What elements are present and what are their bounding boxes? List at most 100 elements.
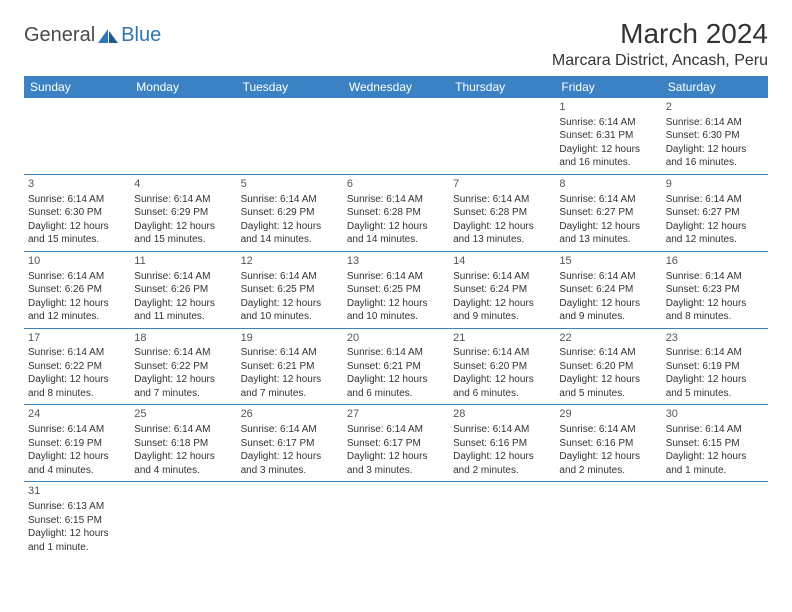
daylight-line: Daylight: 12 hours [28, 450, 126, 464]
day-number: 9 [666, 177, 764, 192]
calendar-cell-empty [449, 98, 555, 174]
calendar-cell: 12Sunrise: 6:14 AMSunset: 6:25 PMDayligh… [237, 251, 343, 328]
daylight-line: Daylight: 12 hours [347, 220, 445, 234]
calendar-row: 31Sunrise: 6:13 AMSunset: 6:15 PMDayligh… [24, 482, 768, 558]
sunrise-line: Sunrise: 6:14 AM [666, 346, 764, 360]
sunset-line: Sunset: 6:16 PM [559, 437, 657, 451]
sunset-line: Sunset: 6:16 PM [453, 437, 551, 451]
sunset-line: Sunset: 6:25 PM [347, 283, 445, 297]
daylight-line: Daylight: 12 hours [241, 220, 339, 234]
weekday-header: Sunday [24, 76, 130, 98]
day-number: 31 [28, 484, 126, 499]
calendar-cell-empty [343, 98, 449, 174]
sunrise-line: Sunrise: 6:14 AM [28, 423, 126, 437]
calendar-head: SundayMondayTuesdayWednesdayThursdayFrid… [24, 76, 768, 98]
day-number: 16 [666, 254, 764, 269]
calendar-cell-empty [130, 482, 236, 558]
calendar-cell: 17Sunrise: 6:14 AMSunset: 6:22 PMDayligh… [24, 328, 130, 405]
day-number: 4 [134, 177, 232, 192]
sunrise-line: Sunrise: 6:14 AM [347, 423, 445, 437]
day-number: 2 [666, 100, 764, 115]
day-number: 3 [28, 177, 126, 192]
daylight-line: and 6 minutes. [347, 387, 445, 401]
day-number: 24 [28, 407, 126, 422]
calendar-cell-empty [662, 482, 768, 558]
sunset-line: Sunset: 6:15 PM [666, 437, 764, 451]
daylight-line: Daylight: 12 hours [666, 373, 764, 387]
daylight-line: and 2 minutes. [453, 464, 551, 478]
calendar-cell: 27Sunrise: 6:14 AMSunset: 6:17 PMDayligh… [343, 405, 449, 482]
day-number: 10 [28, 254, 126, 269]
sunrise-line: Sunrise: 6:14 AM [241, 270, 339, 284]
day-number: 5 [241, 177, 339, 192]
sunrise-line: Sunrise: 6:14 AM [134, 270, 232, 284]
sunset-line: Sunset: 6:21 PM [347, 360, 445, 374]
sunset-line: Sunset: 6:30 PM [666, 129, 764, 143]
day-number: 15 [559, 254, 657, 269]
sunset-line: Sunset: 6:25 PM [241, 283, 339, 297]
daylight-line: and 13 minutes. [559, 233, 657, 247]
daylight-line: and 7 minutes. [134, 387, 232, 401]
calendar-cell: 7Sunrise: 6:14 AMSunset: 6:28 PMDaylight… [449, 174, 555, 251]
daylight-line: and 2 minutes. [559, 464, 657, 478]
daylight-line: Daylight: 12 hours [453, 373, 551, 387]
day-number: 8 [559, 177, 657, 192]
day-number: 13 [347, 254, 445, 269]
sunset-line: Sunset: 6:18 PM [134, 437, 232, 451]
day-number: 6 [347, 177, 445, 192]
daylight-line: Daylight: 12 hours [241, 297, 339, 311]
sunrise-line: Sunrise: 6:14 AM [134, 193, 232, 207]
sunset-line: Sunset: 6:17 PM [241, 437, 339, 451]
calendar-cell: 24Sunrise: 6:14 AMSunset: 6:19 PMDayligh… [24, 405, 130, 482]
calendar-cell: 15Sunrise: 6:14 AMSunset: 6:24 PMDayligh… [555, 251, 661, 328]
day-number: 18 [134, 331, 232, 346]
day-number: 1 [559, 100, 657, 115]
calendar-cell: 4Sunrise: 6:14 AMSunset: 6:29 PMDaylight… [130, 174, 236, 251]
daylight-line: and 3 minutes. [241, 464, 339, 478]
sail-icon [97, 28, 119, 44]
daylight-line: Daylight: 12 hours [28, 220, 126, 234]
daylight-line: and 11 minutes. [134, 310, 232, 324]
daylight-line: and 10 minutes. [241, 310, 339, 324]
sunset-line: Sunset: 6:30 PM [28, 206, 126, 220]
daylight-line: and 4 minutes. [134, 464, 232, 478]
daylight-line: Daylight: 12 hours [666, 450, 764, 464]
daylight-line: Daylight: 12 hours [666, 220, 764, 234]
sunset-line: Sunset: 6:29 PM [134, 206, 232, 220]
sunset-line: Sunset: 6:17 PM [347, 437, 445, 451]
sunrise-line: Sunrise: 6:14 AM [28, 346, 126, 360]
sunset-line: Sunset: 6:22 PM [28, 360, 126, 374]
sunset-line: Sunset: 6:26 PM [134, 283, 232, 297]
sunrise-line: Sunrise: 6:14 AM [241, 423, 339, 437]
calendar-cell: 30Sunrise: 6:14 AMSunset: 6:15 PMDayligh… [662, 405, 768, 482]
calendar-cell: 13Sunrise: 6:14 AMSunset: 6:25 PMDayligh… [343, 251, 449, 328]
calendar-table: SundayMondayTuesdayWednesdayThursdayFrid… [24, 76, 768, 558]
sunrise-line: Sunrise: 6:13 AM [28, 500, 126, 514]
daylight-line: Daylight: 12 hours [453, 450, 551, 464]
sunrise-line: Sunrise: 6:14 AM [559, 346, 657, 360]
daylight-line: Daylight: 12 hours [453, 220, 551, 234]
calendar-cell: 3Sunrise: 6:14 AMSunset: 6:30 PMDaylight… [24, 174, 130, 251]
sunrise-line: Sunrise: 6:14 AM [559, 423, 657, 437]
sunrise-line: Sunrise: 6:14 AM [559, 193, 657, 207]
calendar-cell: 22Sunrise: 6:14 AMSunset: 6:20 PMDayligh… [555, 328, 661, 405]
sunrise-line: Sunrise: 6:14 AM [453, 423, 551, 437]
sunset-line: Sunset: 6:19 PM [666, 360, 764, 374]
calendar-cell: 28Sunrise: 6:14 AMSunset: 6:16 PMDayligh… [449, 405, 555, 482]
day-number: 23 [666, 331, 764, 346]
calendar-row: 10Sunrise: 6:14 AMSunset: 6:26 PMDayligh… [24, 251, 768, 328]
calendar-cell: 19Sunrise: 6:14 AMSunset: 6:21 PMDayligh… [237, 328, 343, 405]
calendar-cell: 1Sunrise: 6:14 AMSunset: 6:31 PMDaylight… [555, 98, 661, 174]
day-number: 28 [453, 407, 551, 422]
weekday-header: Friday [555, 76, 661, 98]
sunset-line: Sunset: 6:19 PM [28, 437, 126, 451]
day-number: 17 [28, 331, 126, 346]
daylight-line: Daylight: 12 hours [134, 450, 232, 464]
daylight-line: Daylight: 12 hours [241, 450, 339, 464]
sunrise-line: Sunrise: 6:14 AM [347, 193, 445, 207]
sunset-line: Sunset: 6:23 PM [666, 283, 764, 297]
calendar-cell: 11Sunrise: 6:14 AMSunset: 6:26 PMDayligh… [130, 251, 236, 328]
sunset-line: Sunset: 6:28 PM [347, 206, 445, 220]
sunrise-line: Sunrise: 6:14 AM [241, 346, 339, 360]
sunrise-line: Sunrise: 6:14 AM [453, 193, 551, 207]
